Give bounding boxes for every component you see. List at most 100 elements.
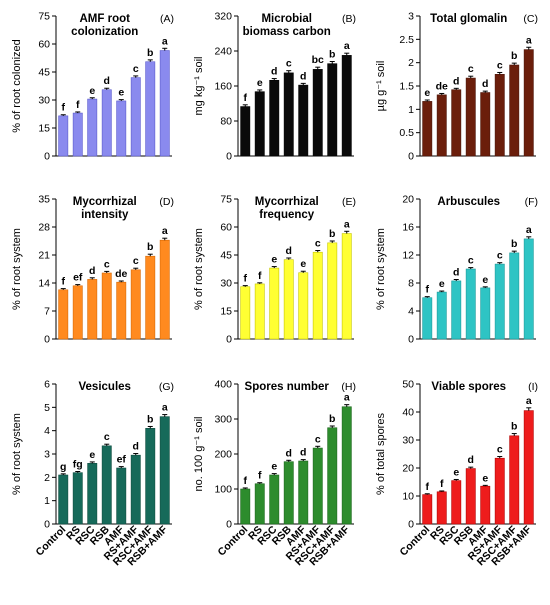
significance-letter: b [147,241,153,253]
panel-title: AMF root [79,13,130,25]
y-tick-label: 4 [408,306,414,318]
significance-letter: b [511,421,517,433]
panel-label: (F) [525,196,538,208]
y-tick-label: 60 [220,222,232,234]
panel-label: (E) [342,196,356,208]
bar [87,463,98,525]
significance-letter: c [104,258,110,270]
panel-title: Mycorrhizal [255,196,319,208]
y-axis-label: µg g⁻¹ soil [375,61,387,112]
bar [269,474,280,525]
bar [145,61,156,157]
bar [465,268,476,340]
significance-letter: b [329,49,335,61]
bar [240,106,251,157]
significance-letter: c [497,250,503,262]
y-tick-label: 45 [220,250,232,262]
panel-label: (C) [523,13,538,25]
panel-title: Total glomalin [430,13,507,25]
y-tick-label: 14 [38,278,50,290]
y-tick-label: 0 [44,151,50,163]
y-tick-label: 2 [44,472,50,484]
y-tick-label: 4 [44,425,50,437]
bar [312,447,323,525]
significance-letter: c [286,58,292,70]
bar [87,279,98,340]
bar [451,89,462,157]
y-axis-label: mg kg⁻¹ soil [193,57,205,116]
y-axis-label: % of root system [11,228,23,310]
significance-letter: c [315,238,321,250]
significance-letter: e [257,77,263,89]
significance-letter: d [133,441,139,453]
y-tick-label: 160 [214,81,232,93]
y-tick-label: 15 [38,123,50,135]
bar [87,98,98,157]
panel-title: intensity [81,209,129,221]
bar [422,101,433,157]
bar [327,427,338,525]
significance-letter: b [329,228,335,240]
y-tick-label: 16 [402,222,414,234]
y-tick-label: 0 [44,334,50,346]
significance-letter: bc [312,54,324,66]
y-tick-label: 28 [38,222,50,234]
significance-letter: c [497,59,503,71]
panel-label: (A) [160,13,174,25]
significance-letter: b [511,50,517,62]
significance-letter: c [468,63,474,75]
panel-label: (H) [341,381,356,393]
y-tick-label: 75 [220,194,232,206]
significance-letter: f [426,284,430,296]
significance-letter: b [147,413,153,425]
bar [509,252,520,340]
y-tick-label: 45 [38,67,50,79]
significance-letter: b [511,238,517,250]
y-axis-label: % of root colonized [11,39,23,133]
significance-letter: c [104,431,110,443]
significance-letter: de [436,80,448,92]
y-tick-label: 100 [214,484,232,496]
bar [298,460,309,525]
bar [269,80,280,157]
y-tick-label: 50 [402,379,414,391]
bar [254,483,265,525]
bar [159,239,170,340]
y-axis-label: % of root system [375,228,387,310]
panel-title: frequency [259,209,315,221]
bar [312,69,323,157]
significance-letter: e [271,254,277,266]
significance-letter: c [497,444,503,456]
panel-label: (B) [342,13,356,25]
significance-letter: a [344,40,350,52]
panel-title: colonization [71,26,138,38]
bar [494,74,505,157]
bar [312,251,323,340]
bar [116,100,127,157]
bar [101,445,112,525]
significance-letter: e [424,87,430,99]
bar [130,77,141,157]
bar [436,94,447,157]
significance-letter: e [482,472,488,484]
bar [101,89,112,157]
x-category-label: Control [215,524,250,559]
bar [254,91,265,157]
y-tick-label: 7 [44,306,50,318]
significance-letter: a [162,225,168,237]
bar [341,55,352,157]
panel-title: Microbial [261,13,311,25]
y-tick-label: 15 [220,306,232,318]
significance-letter: d [453,267,459,279]
bar [116,467,127,525]
significance-letter: d [286,245,292,257]
significance-letter: a [526,34,532,46]
significance-letter: ef [73,272,83,284]
bar [145,428,156,525]
